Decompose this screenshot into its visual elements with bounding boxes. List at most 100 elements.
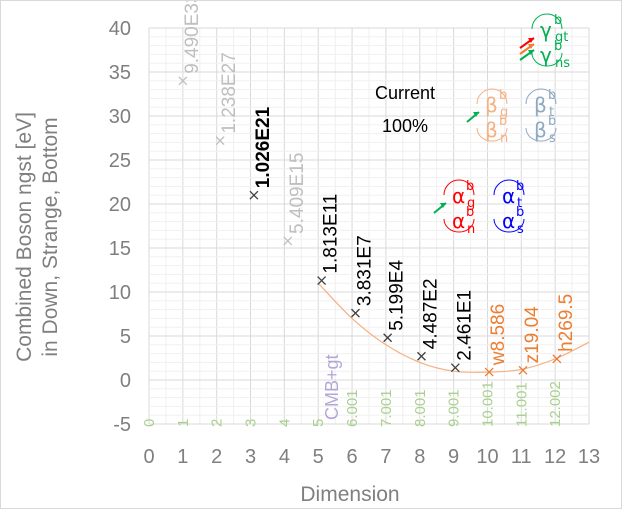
bottom-label: 3 (243, 419, 260, 427)
x-tick-label: 2 (211, 446, 222, 468)
x-tick-label: 10 (476, 446, 498, 468)
data-point-marker (417, 351, 426, 361)
data-point-marker (383, 333, 393, 343)
data-point-label: 9.490E33 (182, 1, 203, 74)
data-point-marker (351, 308, 360, 318)
data-point-marker (450, 363, 460, 373)
data-point-label: z19.04 (522, 306, 543, 363)
symbol-bottom-subscript: n (467, 222, 475, 237)
symbol-arc-bottom (493, 218, 525, 233)
y-tick-label: 10 (109, 282, 131, 304)
symbol-bottom-letter: α (452, 209, 465, 233)
trend-curve-group (317, 282, 590, 373)
symbol-top-letter: α (502, 184, 515, 208)
data-point-label: 1.238E27 (219, 52, 240, 133)
x-tick-labels: 0 1 2 3 4 5 6 7 8 9 10 11 12 13 (143, 446, 600, 468)
symbol-group: α btα bs (493, 179, 525, 237)
symbol-bottom-subscript: n (500, 131, 508, 146)
data-point-marker (518, 365, 528, 375)
data-point-marker (484, 367, 494, 377)
symbol-group: β btβ bs (525, 88, 557, 146)
x-tick-label: 4 (279, 446, 290, 468)
x-tick-label: 7 (380, 446, 391, 468)
symbol-top-letter: β (485, 93, 498, 117)
symbol-bottom-letter: β (534, 118, 547, 142)
y-tick-label: -5 (113, 414, 131, 436)
x-tick-label: 0 (143, 446, 154, 468)
y-tick-label: 30 (109, 106, 131, 128)
symbol-arc-top (443, 179, 475, 196)
bottom-label: 5 (310, 419, 327, 427)
symbol-arc-bottom (476, 127, 508, 142)
bottom-label: 9.001 (446, 389, 463, 427)
data-point-label: 5.199E4 (387, 260, 408, 331)
arrow-head (528, 50, 534, 55)
symbol-superscript: b (499, 88, 507, 103)
bottom-labels-group: 0 1 2 3 4 5 6.001 7.001 8.001 9.001 10.001 11.001 12… (141, 354, 564, 427)
arrow-head (473, 112, 479, 117)
symbol-group: α bgα bn (433, 179, 475, 237)
bottom-label: 1 (175, 419, 192, 427)
x-tick-label: 5 (313, 446, 324, 468)
x-axis-title: Dimension (300, 483, 399, 506)
data-point-label: h269.5 (556, 294, 577, 352)
symbol-bottom-subscript: s (517, 222, 524, 237)
symbol-bottom-subscript: s (549, 131, 556, 146)
symbol-top-subscript: t (517, 196, 522, 211)
symbol-top-subscript: gt (555, 30, 568, 45)
y-axis-title-line2: in Down, Strange, Bottom (39, 117, 62, 356)
x-tick-label: 11 (511, 446, 532, 468)
symbol-bottom-subscript: ns (555, 56, 570, 71)
symbol-arc-bottom (443, 218, 475, 233)
y-tick-label: 5 (120, 326, 131, 348)
data-point-marker (215, 136, 225, 146)
y-tick-label: 20 (109, 194, 131, 216)
data-point-label: 1.026E21 (253, 106, 274, 188)
bottom-label: 6.001 (344, 389, 361, 427)
cmb-label: CMB+gt (322, 354, 342, 420)
data-point-label: 3.831E7 (354, 235, 375, 306)
bottom-label: 2 (209, 419, 226, 427)
data-point-marker (317, 276, 327, 286)
x-tick-label: 12 (544, 446, 566, 468)
symbol-arc-top (525, 88, 557, 105)
y-axis-title-group: Combined Boson ngst [eV] in Down, Strang… (13, 112, 62, 362)
data-point-label: w8.586 (488, 304, 509, 366)
symbol-superscript: b (554, 39, 562, 54)
x-tick-label: 1 (177, 446, 188, 468)
symbol-superscript: b (548, 114, 556, 129)
annotation-current: Current (375, 83, 435, 103)
arrow-head (440, 203, 446, 208)
data-point-label: 1.813E11 (321, 194, 342, 274)
bottom-label: 8.001 (412, 389, 429, 427)
symbol-arc-bottom (531, 52, 563, 67)
symbol-bottom-letter: β (485, 118, 498, 142)
data-point-label: 2.461E1 (454, 290, 475, 361)
y-tick-labels: -5 0 5 10 15 20 25 30 35 40 (109, 18, 131, 436)
bottom-label: 0 (141, 419, 158, 427)
bottom-label: 4 (276, 419, 293, 427)
bottom-label: 11.001 (513, 382, 530, 427)
arrow-head (528, 44, 534, 49)
x-tick-label: 8 (414, 446, 425, 468)
symbol-group: β bgβ bn (466, 88, 508, 146)
arrow-head (528, 38, 534, 43)
symbol-arc-bottom (525, 127, 557, 142)
symbol-arc-top (493, 179, 525, 196)
x-tick-label: 3 (245, 446, 256, 468)
x-tick-label: 13 (578, 446, 600, 468)
points-group: 9.490E33 1.238E27 1.026E21 5.409E15 1.813E11… (178, 1, 577, 377)
y-tick-label: 40 (109, 18, 131, 40)
y-axis-title-line1: Combined Boson ngst [eV] (13, 112, 36, 362)
bottom-label: 12.002 (547, 381, 564, 427)
symbol-top-subscript: t (549, 105, 554, 120)
x-tick-label: 9 (448, 446, 459, 468)
data-point-marker (552, 354, 562, 364)
symbol-top-subscript: g (467, 196, 475, 211)
grid-lines (148, 27, 590, 425)
data-point-marker (283, 236, 293, 246)
symbol-bottom-letter: α (502, 209, 515, 233)
